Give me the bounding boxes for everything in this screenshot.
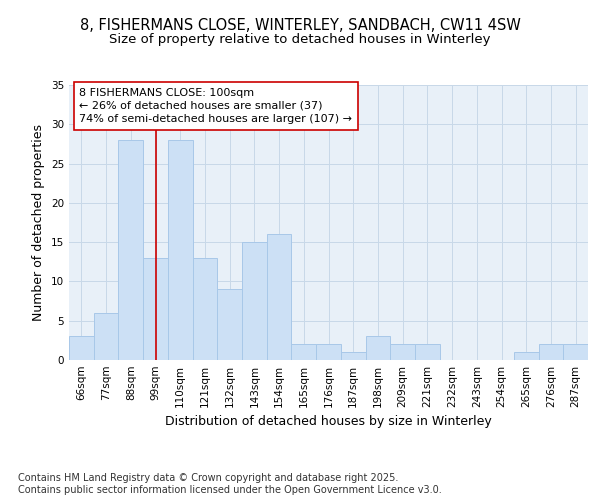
Text: 8, FISHERMANS CLOSE, WINTERLEY, SANDBACH, CW11 4SW: 8, FISHERMANS CLOSE, WINTERLEY, SANDBACH… [80, 18, 520, 32]
Bar [292, 344, 316, 360]
Bar [118, 140, 143, 360]
Bar [415, 344, 440, 360]
Text: 8 FISHERMANS CLOSE: 100sqm
← 26% of detached houses are smaller (37)
74% of semi: 8 FISHERMANS CLOSE: 100sqm ← 26% of deta… [79, 88, 352, 124]
Bar [365, 336, 390, 360]
Bar [168, 140, 193, 360]
Bar [514, 352, 539, 360]
Bar [341, 352, 365, 360]
Bar [193, 258, 217, 360]
Bar [316, 344, 341, 360]
Text: Contains HM Land Registry data © Crown copyright and database right 2025.
Contai: Contains HM Land Registry data © Crown c… [18, 474, 442, 495]
Bar [69, 336, 94, 360]
Bar [390, 344, 415, 360]
Bar [539, 344, 563, 360]
Bar [94, 313, 118, 360]
Text: Size of property relative to detached houses in Winterley: Size of property relative to detached ho… [109, 32, 491, 46]
X-axis label: Distribution of detached houses by size in Winterley: Distribution of detached houses by size … [165, 416, 492, 428]
Y-axis label: Number of detached properties: Number of detached properties [32, 124, 46, 321]
Bar [267, 234, 292, 360]
Bar [242, 242, 267, 360]
Bar [143, 258, 168, 360]
Bar [217, 290, 242, 360]
Bar [563, 344, 588, 360]
